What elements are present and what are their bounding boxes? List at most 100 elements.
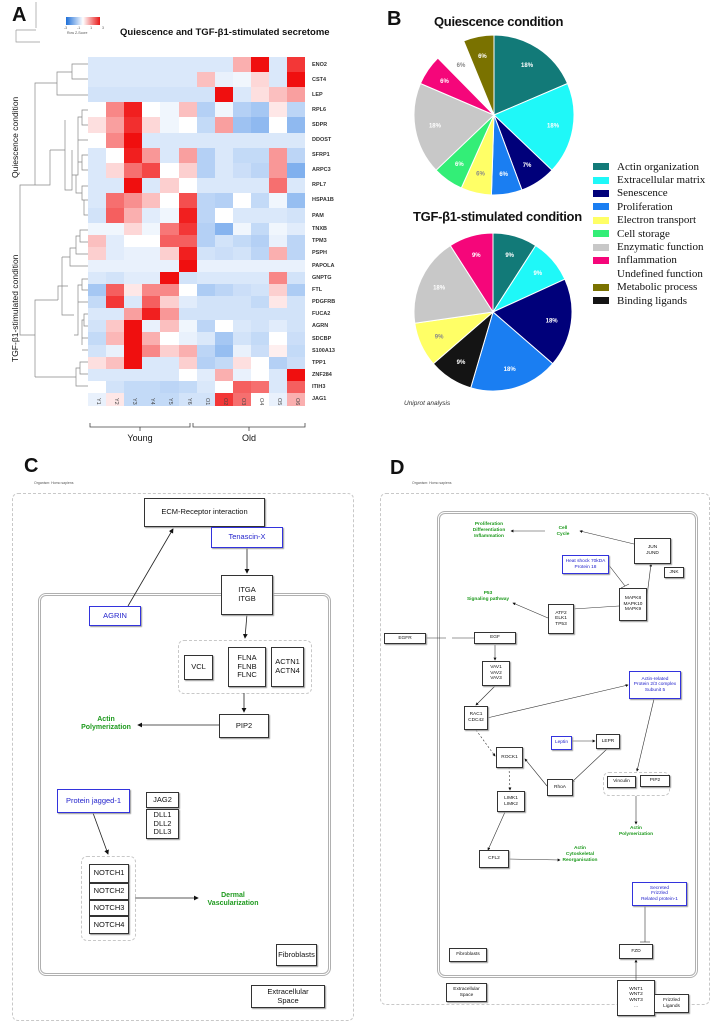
node-vcl[interactable]: VCL [184,655,213,680]
node-rock1[interactable]: ROCK1 [496,747,523,768]
legend-item-bin: Binding ligands [593,294,705,307]
node-jun[interactable]: JUN JUND [634,538,671,564]
node-notch1[interactable]: NOTCH1 [89,864,129,883]
legend-swatch [593,270,609,278]
legend-item-ecm: Extracellular matrix [593,173,705,186]
heatmap-cell [232,381,252,394]
node-agrin[interactable]: AGRIN [89,606,141,626]
row-label: PAPOLA [312,262,335,269]
node-rac1[interactable]: RAC1 CDC42 [464,706,488,730]
node-notch3[interactable]: NOTCH3 [89,900,129,916]
node-cfl2[interactable]: CFL2 [479,850,509,868]
node-tenascin-x[interactable]: Tenascin-X [211,527,283,548]
heatmap-cell [287,57,306,73]
heatmap-cell [214,223,234,236]
node-dll[interactable]: DLL1 DLL2 DLL3 [146,809,179,839]
row-label: ENO2 [312,61,327,68]
pie-slice-ecm [493,82,575,171]
pie-label: 18% [521,63,534,69]
heatmap-cell [287,320,306,333]
cell-cycle-label: Cell Cycle [556,526,570,537]
node-jag2[interactable]: JAG2 [146,792,179,808]
heatmap-cell [196,344,215,358]
heatmap-cell [88,381,107,394]
heatmap-cell [88,356,107,370]
heatmap-cell [250,320,270,333]
node-fln[interactable]: FLNA FLNB FLNC [228,647,266,687]
heatmap-cell [269,259,288,272]
heatmap-cell [106,259,125,272]
heatmap-cell [232,132,252,148]
heatmap-cell [250,332,270,345]
node-vinculin[interactable]: Vinculin [607,776,636,788]
heatmap-cell [106,393,125,406]
pie-label: 18% [547,124,560,130]
row-label: ARPC3 [312,167,331,174]
heatmap-cell [124,177,143,194]
heatmap-cell [214,102,234,118]
heatmap-cell [106,356,125,370]
node-lepr[interactable]: LEPR [596,734,620,749]
heatmap-cell [178,308,197,321]
heatmap-cell [124,102,143,118]
group-brackets [89,423,306,431]
heatmap-cell [196,332,215,345]
heatmap-cell [142,368,161,382]
heatmap-cell [142,147,161,163]
node-heat-shock[interactable]: Heat shock 70kDA Protein 18 [562,555,609,574]
node-leptin[interactable]: Leptin [551,736,572,750]
node-actn[interactable]: ACTN1 ACTN4 [271,647,304,687]
node-extracellular-space: Extracellular Space [251,985,325,1008]
pie-slice-actin [493,34,569,116]
heatmap-cell [88,177,107,194]
heatmap-cell [160,368,179,382]
row-label: RPL7 [312,182,327,189]
node-ecm-receptor[interactable]: ECM-Receptor interaction [144,498,265,527]
heatmap-cell [178,208,197,224]
heatmap-cell [250,283,270,297]
heatmap-cell [214,356,234,370]
heatmap-cell [178,72,197,88]
node-pip2[interactable]: PIP2 [219,714,269,738]
legend-label: Cell storage [617,227,670,240]
row-label: HSPA1B [312,197,334,204]
node-sfrp1[interactable]: Secreted Frizzled Related protein-1 [632,882,687,906]
node-egfr[interactable]: EGFR [384,633,426,644]
node-egf[interactable]: EGF [474,632,516,644]
node-actin-related-protein[interactable]: Actin-related Protein 2/3 complex Subuni… [629,671,681,699]
heatmap-cell [287,308,306,321]
legend-swatch [593,297,609,305]
node-protein-jagged-1[interactable]: Protein jagged-1 [57,789,130,813]
node-vav[interactable]: VAV1 VAV2 VAV3 [482,661,510,686]
node-itga-itgb[interactable]: ITGA ITGB [221,575,273,615]
node-fzd[interactable]: FZD [619,944,653,959]
heatmap-cell [269,283,288,297]
heatmap-cell [232,87,252,103]
node-pip2[interactable]: PIP2 [640,775,670,787]
node-notch4[interactable]: NOTCH4 [89,916,129,934]
heatmap-cell [106,271,125,285]
heatmap-cell [232,259,252,272]
heatmap-cell [287,235,306,248]
heatmap-cell [196,271,215,285]
node-jnk[interactable]: JNK [664,567,684,578]
pie-title-quiescence: Quiescence condition [434,14,564,29]
heatmap-cell [287,102,306,118]
heatmap-cell [232,147,252,163]
node-notch2[interactable]: NOTCH2 [89,883,129,900]
heatmap-cell [214,147,234,163]
heatmap-cell [124,368,143,382]
node-limk[interactable]: LIMK1 LIMK2 [497,791,525,812]
node-atf2[interactable]: ATF2 ELK1 TP53 [548,604,574,634]
heatmap-cell [178,102,197,118]
legend-item-actin: Actin organization [593,160,705,173]
legend-swatch [593,203,609,211]
node-rhoa[interactable]: RhoA [547,779,573,796]
heatmap-cell [106,235,125,248]
node-wnt[interactable]: WNT1 WNT2 WNT3 ... [617,980,655,1016]
node-mapk[interactable]: MAPK8 MAPK10 MAPK9 [619,588,647,621]
heatmap-cell [196,308,215,321]
dermal-vascularization-label: Dermal Vascularization [207,892,259,908]
heatmap-cell [196,283,215,297]
heatmap-cell [160,117,179,133]
